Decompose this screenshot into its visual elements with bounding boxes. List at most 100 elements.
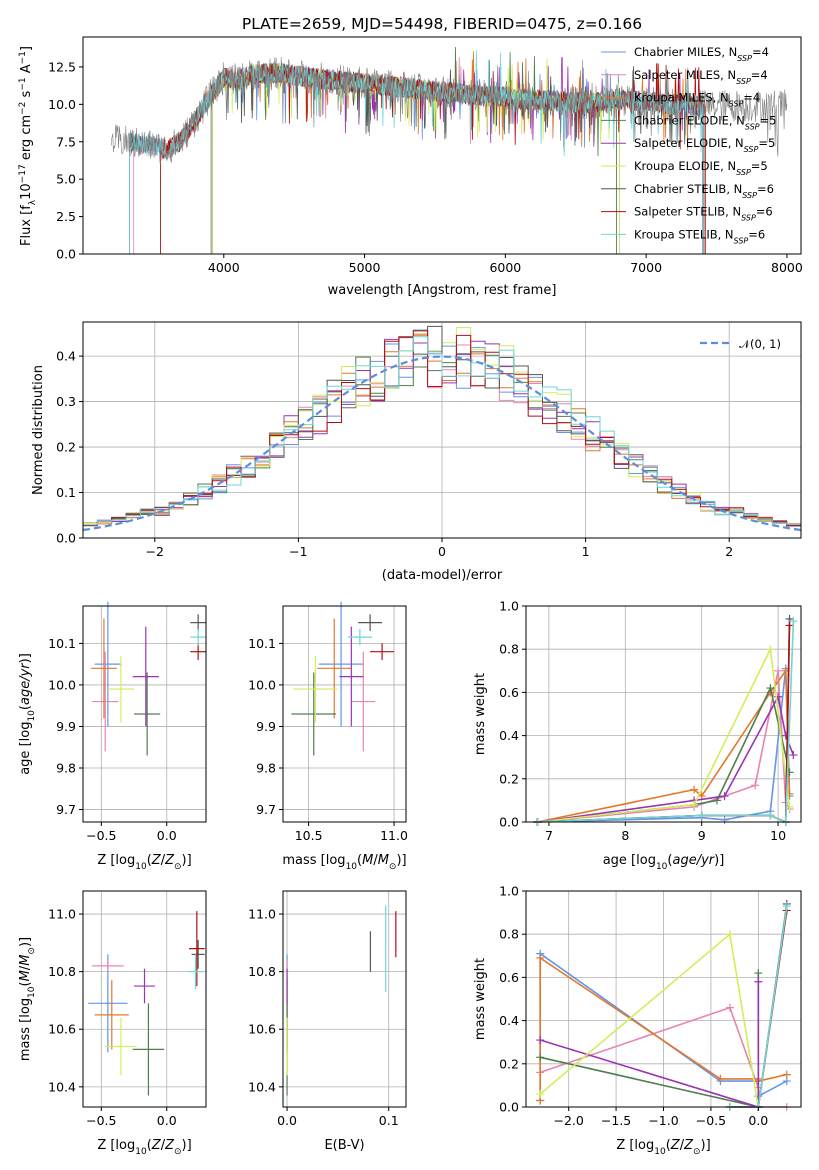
mass-vs-ebv-panel: 0.0 0.1 10.4 10.6 10.8 11.0 E(B-V) (248, 890, 407, 1153)
axes-frame (525, 605, 802, 823)
y-tick-label: 0.1 (56, 485, 76, 500)
y-tick-label: 10.4 (248, 1079, 276, 1094)
x-tick-label: −2 (146, 544, 164, 559)
x-axis-label: E(B-V) (324, 1138, 364, 1153)
x-tick-label: 4000 (208, 260, 240, 275)
weight-point-marker (697, 811, 706, 820)
x-tick-label: −0.5 (696, 1113, 726, 1128)
y-tick-label: 0.2 (499, 771, 519, 786)
x-tick-label: 7 (545, 828, 553, 843)
x-tick-label: 1 (582, 544, 590, 559)
y-tick-label: 9.9 (56, 719, 76, 734)
axes-frame (82, 36, 802, 255)
x-tick-label: −0.5 (86, 828, 116, 843)
x-tick-label: 11.0 (380, 828, 408, 843)
weight-point-marker (754, 977, 763, 986)
x-axis-label: wavelength [Angstrom, rest frame] (328, 283, 557, 298)
weight-point-marker (690, 785, 699, 794)
y-tick-label: 11.0 (48, 907, 76, 922)
y-tick-label: 7.5 (56, 134, 76, 149)
y-tick-label: 0.6 (499, 685, 519, 700)
y-tick-label: 0.8 (499, 642, 519, 657)
y-axis-label: mass weight (473, 958, 488, 1040)
age-vs-mass-panel: 10.5 11.0 9.7 9.8 9.9 10.0 10.1 mass [log10(M/M… (248, 601, 408, 872)
weight-series-line (540, 973, 760, 1109)
weight-point-marker (782, 902, 791, 911)
weight-vs-age-panel: 7 8 9 10 0.0 0.2 0.4 0.6 0.8 1.0 age [log10(age/yr… (473, 599, 802, 872)
y-tick-label: 12.5 (48, 59, 76, 74)
weight-point-marker (766, 684, 775, 693)
figure-title: PLATE=2659, MJD=54498, FIBERID=0475, z=0… (242, 15, 642, 33)
y-tick-label: 10.1 (48, 636, 76, 651)
legend-label: Chabrier MILES, NSSP=4 (634, 45, 769, 63)
y-tick-label: 10.0 (48, 677, 76, 692)
weight-series-line (539, 981, 760, 1109)
weight-series-line (537, 646, 791, 823)
y-axis-label: mass weight (473, 673, 488, 755)
weight-point-marker (536, 1053, 545, 1062)
y-tick-label: 10.0 (248, 677, 276, 692)
legend-label: Salpeter STELIB, NSSP=6 (634, 205, 773, 223)
y-tick-label: 0.6 (499, 970, 519, 985)
y-tick-label: 9.7 (256, 802, 276, 817)
weight-point-marker (754, 969, 763, 978)
spectrum-panel: 4000 5000 6000 7000 8000 0.0 2.5 5.0 7.5 10.0 12.5… (18, 36, 803, 298)
y-axis-label: mass [log10(M/M⊙)] (18, 937, 37, 1061)
y-tick-label: 0.0 (56, 247, 76, 262)
x-axis-label: Z [log10(Z/Z⊙)] (616, 1138, 710, 1157)
x-tick-label: −1.5 (601, 1113, 631, 1128)
y-tick-label: 11.0 (248, 907, 276, 922)
x-tick-label: 5000 (349, 260, 381, 275)
weight-point-marker (725, 1003, 734, 1012)
weight-point-marker (751, 781, 760, 790)
y-tick-label: 2.5 (56, 209, 76, 224)
weight-point-marker (774, 666, 783, 675)
y-tick-label: 0.0 (56, 531, 76, 546)
x-tick-label: 0.0 (748, 1113, 768, 1128)
x-tick-label: −1.0 (648, 1113, 678, 1128)
x-tick-label: −1 (289, 544, 307, 559)
y-tick-label: 10.6 (248, 1022, 276, 1037)
weight-vs-metallicity-panel: −2.0 −1.5 −1.0 −0.5 0.0 0.0 0.2 0.4 0.6 0.8 1.0 Z [… (473, 884, 802, 1157)
legend-label: 𝒩(0, 1) (739, 337, 781, 351)
weight-series-line (537, 685, 791, 823)
observed-spectrum-line (110, 57, 788, 164)
y-tick-label: 9.8 (256, 761, 276, 776)
y-axis-label: Flux [fλ10−17 erg cm−2 s−1 A−1] (18, 46, 38, 246)
x-axis-label: (data-model)/error (382, 568, 503, 583)
y-axis-label: age [log10(age/yr)] (18, 653, 37, 775)
x-tick-label: 0.0 (157, 1113, 177, 1128)
weight-point-marker (536, 1090, 545, 1099)
y-tick-label: 1.0 (499, 599, 519, 614)
x-axis-label: mass [log10(M/M⊙)] (282, 853, 406, 872)
y-axis-label: Normed distribution (31, 365, 46, 495)
weight-point-marker (782, 1070, 791, 1079)
age-vs-metallicity-panel: −0.5 0.0 9.7 9.8 9.9 10.0 10.1 Z [log10(Z/Z⊙)] a… (18, 601, 207, 872)
weight-point-marker (536, 1036, 545, 1045)
x-tick-label: 0.0 (157, 828, 177, 843)
weight-point-marker (720, 792, 729, 801)
weight-point-marker (690, 800, 699, 809)
weight-series-line (537, 625, 791, 824)
histogram-step-line (83, 330, 801, 527)
x-tick-label: 9 (698, 828, 706, 843)
weight-point-marker (725, 930, 734, 939)
weight-point-marker (766, 811, 775, 820)
legend-label: Chabrier STELIB, NSSP=6 (634, 182, 774, 200)
legend-label: Salpeter MILES, NSSP=4 (634, 68, 768, 86)
y-tick-label: 10.4 (48, 1079, 76, 1094)
x-tick-label: 8000 (771, 260, 803, 275)
y-tick-label: 10.0 (48, 97, 76, 112)
weight-point-marker (789, 751, 798, 760)
weight-point-marker (785, 621, 794, 630)
x-tick-label: 7000 (630, 260, 662, 275)
axes-frame (282, 605, 407, 823)
histogram-step-line (83, 336, 801, 526)
weight-series-line (539, 956, 787, 1101)
legend-label: Salpeter ELODIE, NSSP=5 (634, 136, 775, 154)
y-tick-label: 0.4 (499, 1013, 519, 1028)
x-axis-label: age [log10(age/yr)] (603, 853, 725, 872)
legend-label: Kroupa ELODIE, NSSP=5 (634, 159, 768, 177)
x-tick-label: 8 (621, 828, 629, 843)
